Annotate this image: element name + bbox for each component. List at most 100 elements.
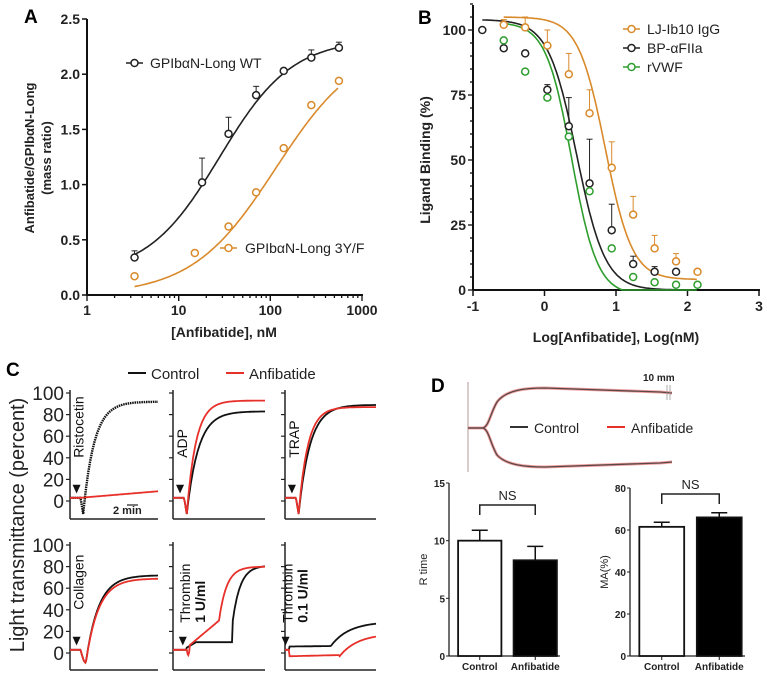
legend-label-control: Control xyxy=(151,366,199,383)
bar-xtick-label: Anfibatide xyxy=(695,662,744,673)
agonist-arrow-icon xyxy=(178,636,187,646)
panel-a-point xyxy=(307,53,316,62)
bar-control xyxy=(638,525,686,657)
bar-ytick-label: 20 xyxy=(615,610,627,621)
significance-label: NS xyxy=(681,477,699,492)
agonist-label: Thrombin xyxy=(177,564,193,623)
teg-trace: 10 mm Control Anfibatide xyxy=(467,373,693,472)
panel-b-point xyxy=(693,267,702,277)
panel-a-point xyxy=(334,76,344,86)
panel-a-point xyxy=(130,253,139,262)
teg-trace-control-top xyxy=(468,387,673,429)
panel-b-xtick-label: 3 xyxy=(755,298,763,314)
panel-a-ylabel: Anfibatide/GPIbαN-Long xyxy=(22,82,37,233)
panel-a-point xyxy=(197,178,207,187)
panel-a-point xyxy=(224,129,233,139)
agonist-concentration-label: 1 U/ml xyxy=(192,581,208,623)
panel-b-point xyxy=(520,67,530,76)
agonist-label: Thrombin xyxy=(280,564,296,623)
panel-b-ytick-label: 0 xyxy=(458,282,466,298)
panel-b-point xyxy=(520,49,530,58)
panel-b-xtick-label: 0 xyxy=(541,298,549,314)
bar-chart-ma: 0 20 40 60 80 MA(%) Control Anfibatide NS xyxy=(599,477,745,673)
panel-a-fit-curve-1 xyxy=(134,87,339,288)
subplot-ytick-label: 0 xyxy=(53,492,64,513)
agonist-concentration-label: 0.1 U/ml xyxy=(295,569,311,623)
bar-control xyxy=(457,539,503,657)
bar-ytick-label: 80 xyxy=(615,484,627,495)
trace-anfibatide xyxy=(70,577,158,665)
subplot-ytick-label: 100 xyxy=(32,384,64,405)
panel-a-ytick-label: 2.0 xyxy=(61,66,81,82)
panel-b-point xyxy=(607,244,616,253)
panel-b-point xyxy=(478,25,487,35)
panel-a-xtick-label: 1 xyxy=(83,302,91,318)
legend-marker-wt xyxy=(130,58,139,68)
aggregation-subplot-4: Thrombin 1 U/ml xyxy=(169,542,266,671)
panel-label-b: B xyxy=(418,8,432,29)
panel-b-point xyxy=(628,259,638,269)
bar-anfibatide xyxy=(695,516,743,657)
panel-b-point xyxy=(671,257,681,266)
aggregation-subplot-5: Thrombin 0.1 U/ml xyxy=(280,542,377,671)
bar-xtick-label: Control xyxy=(644,662,680,673)
panel-label-a: A xyxy=(24,7,38,28)
panel-b-point xyxy=(585,179,594,188)
panel-label-c: C xyxy=(6,360,20,381)
legend-label-anfibatide: Anfibatide xyxy=(249,366,316,383)
legend-label-2: rVWF xyxy=(647,59,683,75)
panel-b-point xyxy=(585,186,594,196)
panel-a-xlabel: [Anfibatide], nM xyxy=(171,324,277,340)
agonist-label: TRAP xyxy=(286,420,302,457)
subplot-ytick-label: 40 xyxy=(43,601,64,622)
legend-item-wt: GPIbαN-Long WT xyxy=(126,55,262,71)
scalebar-label: 2 min xyxy=(113,505,142,517)
significance-label: NS xyxy=(498,488,516,503)
panel-b-point xyxy=(543,85,552,95)
panel-b-point xyxy=(671,280,681,290)
panel-b-point xyxy=(650,244,659,253)
bar-ylabel: MA(%) xyxy=(599,555,611,589)
panel-b-point xyxy=(543,93,552,102)
bar-ytick-label: 40 xyxy=(615,568,627,579)
panel-b-point xyxy=(607,163,616,173)
bar-ytick-label: 15 xyxy=(434,479,446,490)
panel-a-ytick-label: 2.5 xyxy=(61,11,81,27)
panel-c-ylabel: Light transmittance (percent) xyxy=(7,398,29,653)
agonist-label: ADP xyxy=(174,429,190,458)
panel-b-point xyxy=(564,121,574,131)
subplot-ytick-label: 60 xyxy=(43,579,64,600)
significance-bracket xyxy=(479,504,536,515)
panel-b-fit-curve-1 xyxy=(482,19,676,291)
trace-control xyxy=(70,400,158,515)
bar-ylabel: R time xyxy=(418,554,430,586)
agonist-arrow-icon xyxy=(176,484,185,494)
panel-b-point xyxy=(499,43,508,53)
panel-b-point xyxy=(499,20,508,30)
panel-b-point xyxy=(671,267,681,277)
scalebar-2min: 2 min xyxy=(113,504,142,517)
trace-anfibatide xyxy=(173,565,265,658)
legend-item-3yf: GPIbαN-Long 3Y/F xyxy=(220,240,364,256)
panel-a-point xyxy=(190,248,200,258)
panel-b-point xyxy=(543,41,552,50)
trace-control xyxy=(173,410,265,515)
trace-anfibatide xyxy=(285,635,377,658)
agonist-arrow-icon xyxy=(72,484,81,494)
panel-c-aggregation: Control Anfibatide Light transmittance (… xyxy=(7,366,377,671)
legend-label-3yf: GPIbαN-Long 3Y/F xyxy=(245,240,364,256)
agonist-label: Collagen xyxy=(71,555,87,610)
agonist-arrow-icon xyxy=(72,636,81,646)
panel-d-teg: 10 mm Control Anfibatide 0 5 10 15 R time Con… xyxy=(418,373,745,673)
teg-trace-control-bottom xyxy=(468,427,673,468)
panel-b-point xyxy=(499,36,508,45)
panel-a-ytick-label: 0.5 xyxy=(61,232,81,248)
aggregation-subplot-2: TRAP xyxy=(281,390,376,520)
trace-anfibatide xyxy=(173,399,265,515)
subplot-ytick-label: 80 xyxy=(43,558,64,579)
panel-b-ytick-label: 25 xyxy=(450,217,466,233)
legend-label-1: BP-αFIIa xyxy=(647,40,703,56)
bar-ytick-label: 10 xyxy=(434,537,446,548)
